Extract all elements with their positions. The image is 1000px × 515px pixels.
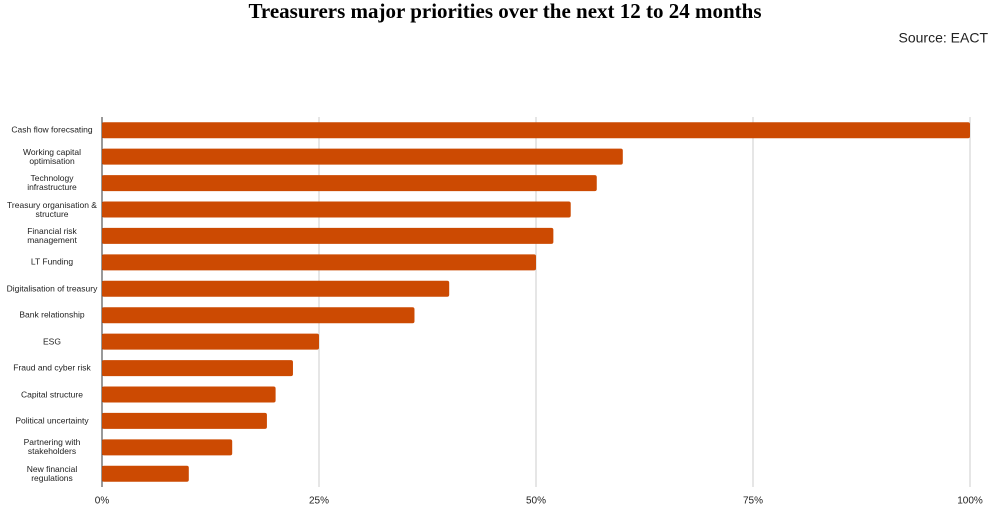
bar: [102, 386, 276, 403]
bar: [102, 360, 293, 377]
bar: [102, 227, 554, 244]
y-tick-label: ESG: [43, 336, 61, 347]
x-tick-label: 50%: [526, 496, 546, 507]
bar: [102, 201, 571, 218]
y-tick-label: LT Funding: [30, 256, 74, 267]
y-tick-label: Fraud and cyber risk: [13, 362, 91, 373]
chart-title: Treasurers major priorities over the nex…: [248, 0, 761, 23]
source: Source: EACT: [899, 30, 989, 46]
x-tick-label: 25%: [309, 496, 329, 507]
bar: [102, 465, 189, 482]
y-tick-label: Cash flow forecsating: [11, 124, 93, 135]
y-tick-label: New financial regulations: [26, 463, 78, 483]
y-tick-label: Digitalisation of treasury: [6, 283, 98, 294]
y-tick-label: Political uncertainty: [15, 415, 89, 426]
y-tick-label: Partnering with stakeholders: [23, 437, 81, 457]
y-tick-label: Financial risk management: [27, 225, 77, 245]
bar: [102, 148, 623, 165]
y-tick-label: Capital structure: [21, 389, 83, 399]
bar: [102, 439, 233, 456]
bar: [102, 280, 450, 297]
y-tick-label: Working capital optimisation: [23, 146, 81, 166]
y-tick-label: Treasury organisation & structure: [7, 199, 97, 219]
x-tick-label: 75%: [743, 496, 763, 507]
bar: [102, 175, 597, 192]
y-tick-label: Bank relationship: [19, 309, 85, 320]
y-tick-label: Technology infrastructure: [27, 173, 77, 193]
bar: [102, 412, 267, 429]
bar: [102, 307, 415, 324]
x-tick-label: 100%: [957, 496, 983, 507]
bar: [102, 122, 970, 139]
bar: [102, 254, 536, 271]
x-tick-label: 0%: [95, 496, 110, 507]
bar: [102, 333, 319, 350]
